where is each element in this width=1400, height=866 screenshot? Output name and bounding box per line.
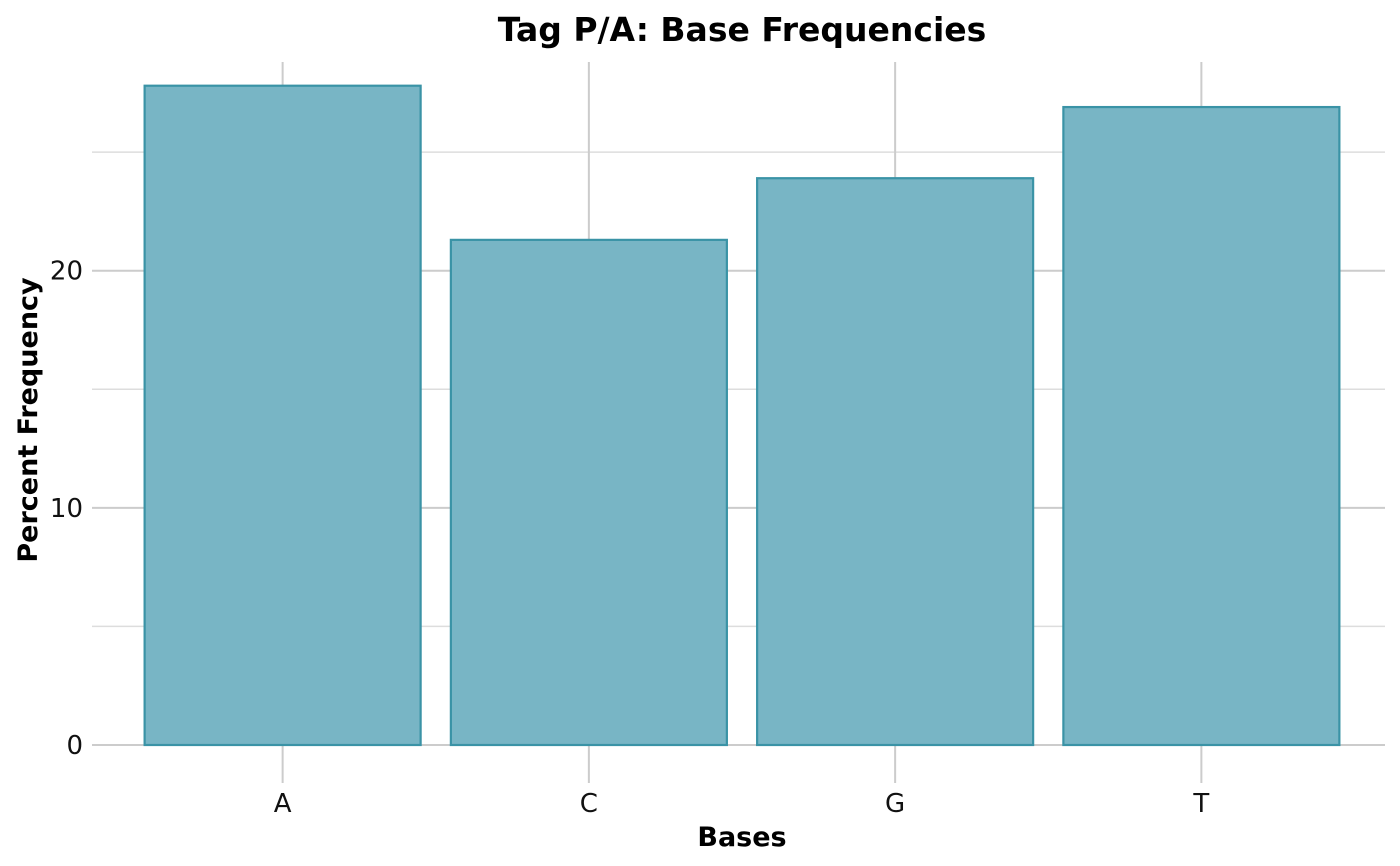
x-tick-label: T: [1192, 789, 1209, 819]
bar-G: [756, 177, 1035, 747]
y-tick-label: 0: [66, 731, 83, 761]
y-tick-label: 20: [50, 257, 83, 287]
bar-C: [449, 238, 728, 747]
bar-layer: [143, 84, 1341, 747]
bar-A: [143, 84, 422, 747]
x-tick-label: G: [885, 789, 905, 819]
chart-title: Tag P/A: Base Frequencies: [498, 10, 987, 49]
x-tick-label: A: [274, 789, 292, 819]
y-tick-label: 10: [50, 494, 83, 524]
x-tick-label: C: [580, 789, 598, 819]
label-layer: 0 10 20 A C G T: [50, 257, 1210, 819]
y-axis-title: Percent Frequency: [13, 277, 44, 563]
bar-T: [1062, 105, 1341, 747]
x-axis-title: Bases: [697, 822, 786, 853]
